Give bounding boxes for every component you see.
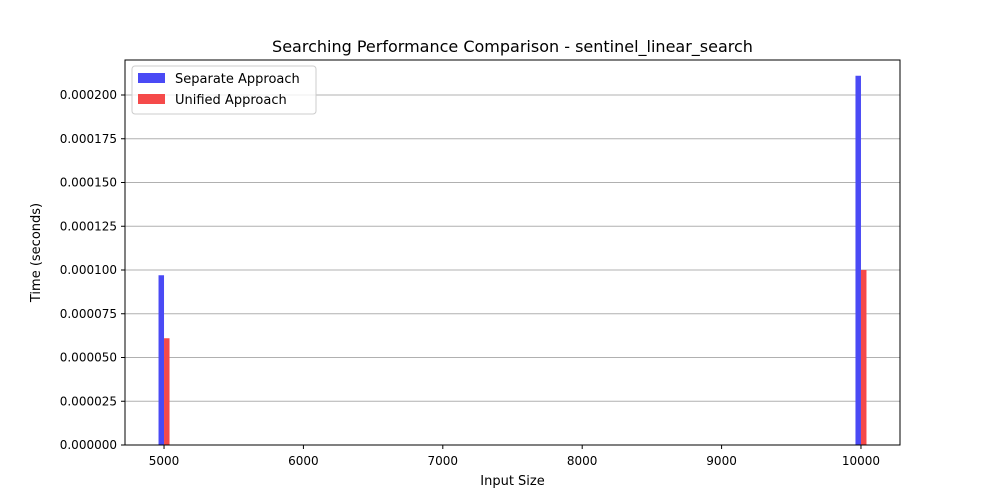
legend[interactable]: Separate Approach Unified Approach xyxy=(131,65,317,115)
x-tick-label: 5000 xyxy=(149,454,180,468)
bar-separate-approach-10000 xyxy=(855,75,861,445)
y-tick-label: 0.000150 xyxy=(60,176,117,190)
bar-unified-approach-10000 xyxy=(860,270,867,445)
x-tick-label: 9000 xyxy=(706,454,737,468)
x-tick-label: 10000 xyxy=(842,454,880,468)
grid-lines xyxy=(125,94,900,446)
y-tick-label: 0.000000 xyxy=(60,438,117,452)
chart-title: Searching Performance Comparison - senti… xyxy=(272,37,753,57)
legend-label-separate-approach: Separate Approach xyxy=(175,72,300,87)
x-tick-label: 6000 xyxy=(288,454,319,468)
bar-unified-approach-5000 xyxy=(164,338,170,445)
y-axis-label: Time (seconds) xyxy=(29,203,44,303)
axes xyxy=(124,59,901,446)
y-tick-label: 0.000125 xyxy=(60,219,117,233)
legend-box xyxy=(131,65,317,115)
bars xyxy=(158,75,867,445)
y-tick-label: 0.000200 xyxy=(60,88,117,102)
y-tick-label: 0.000075 xyxy=(60,307,117,321)
bar-separate-approach-5000 xyxy=(158,275,165,445)
ticks: 5000 6000 7000 8000 9000 10000 0.000000 0.00002… xyxy=(60,88,880,468)
legend-label-unified-approach: Unified Approach xyxy=(175,93,287,108)
plot-frame xyxy=(124,59,901,446)
x-tick-label: 8000 xyxy=(567,454,598,468)
legend-swatch-separate-approach xyxy=(138,73,165,83)
x-axis-label: Input Size xyxy=(480,474,544,489)
y-tick-label: 0.000100 xyxy=(60,263,117,277)
y-tick-label: 0.000050 xyxy=(60,351,117,365)
y-tick-label: 0.000175 xyxy=(60,132,117,146)
y-tick-label: 0.000025 xyxy=(60,394,117,408)
x-tick-label: 7000 xyxy=(428,454,459,468)
legend-swatch-unified-approach xyxy=(138,94,165,104)
